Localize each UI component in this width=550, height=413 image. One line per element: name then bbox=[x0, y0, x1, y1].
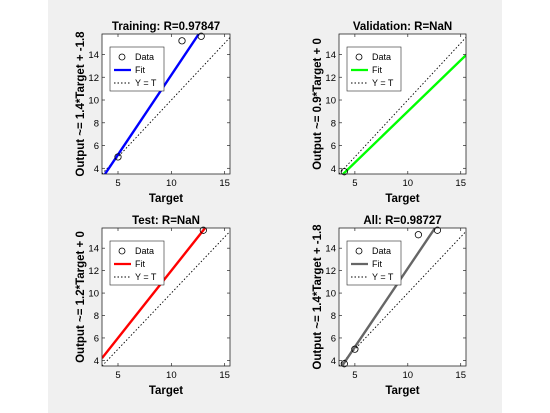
x-axis-label: Target bbox=[149, 193, 183, 205]
x-tick-label: 5 bbox=[115, 370, 120, 381]
y-tick-label: 6 bbox=[331, 141, 336, 152]
fit-line bbox=[102, 228, 207, 359]
y-tick-label: 4 bbox=[331, 164, 336, 175]
y-tick-label: 8 bbox=[94, 118, 99, 129]
x-tick-label: 10 bbox=[403, 178, 414, 189]
panel-title: All: R=0.98727 bbox=[363, 215, 441, 227]
y-tick-label: 4 bbox=[94, 356, 99, 367]
identity-line bbox=[339, 230, 466, 366]
y-axis-label: Output ~= 0.9*Target + 0 bbox=[312, 38, 324, 170]
y-tick-label: 8 bbox=[331, 118, 336, 129]
y-tick-label: 14 bbox=[325, 244, 336, 255]
y-tick-label: 10 bbox=[325, 289, 336, 300]
legend-entry-label: Fit bbox=[135, 259, 145, 269]
y-tick-label: 10 bbox=[325, 96, 336, 107]
y-tick-label: 8 bbox=[331, 311, 336, 322]
y-tick-label: 6 bbox=[94, 141, 99, 152]
y-tick-label: 12 bbox=[325, 266, 336, 277]
x-tick-label: 15 bbox=[219, 370, 230, 381]
x-axis-label: Target bbox=[385, 193, 419, 205]
data-point bbox=[433, 226, 442, 234]
data-point bbox=[199, 226, 207, 234]
y-tick-label: 8 bbox=[94, 311, 99, 322]
x-tick-label: 10 bbox=[166, 370, 177, 381]
legend-entry-label: Data bbox=[135, 246, 154, 256]
y-tick-label: 6 bbox=[94, 333, 99, 344]
identity-line bbox=[102, 230, 230, 366]
axes-box bbox=[338, 227, 467, 367]
identity-line bbox=[102, 36, 230, 174]
legend: Data Fit Y = T bbox=[346, 240, 402, 286]
legend-data-marker bbox=[355, 53, 363, 61]
axes-box bbox=[101, 227, 231, 367]
data-point bbox=[351, 345, 359, 353]
legend-entry-label: Fit bbox=[135, 65, 145, 75]
x-tick-label: 10 bbox=[403, 370, 414, 381]
panel-3: 5 10 15 4 6 8 10 12 14 Test: R=NaN Target Output ~=… bbox=[75, 215, 231, 397]
y-tick-label: 14 bbox=[88, 50, 99, 61]
y-tick-label: 12 bbox=[88, 266, 99, 277]
plot-content bbox=[339, 228, 466, 366]
data-point bbox=[114, 153, 122, 161]
y-tick-label: 14 bbox=[88, 244, 99, 255]
y-axis-label: Output ~= 1.4*Target + -1.8 bbox=[312, 224, 324, 370]
fit-line bbox=[341, 54, 466, 174]
data-point bbox=[414, 231, 422, 239]
x-tick-label: 5 bbox=[115, 178, 120, 189]
x-tick-label: 15 bbox=[455, 370, 466, 381]
axes-box bbox=[338, 33, 467, 175]
legend-entry-label: Y = T bbox=[135, 272, 157, 282]
legend: Data Fit Y = T bbox=[346, 46, 402, 92]
legend-entry-label: Y = T bbox=[372, 272, 394, 282]
legend-entry-label: Fit bbox=[372, 65, 382, 75]
y-tick-label: 10 bbox=[88, 96, 99, 107]
x-tick-label: 15 bbox=[455, 178, 466, 189]
panel-1: 5 10 15 4 6 8 10 12 14 Training: R=0.97847 Target O… bbox=[75, 21, 231, 205]
y-tick-label: 10 bbox=[88, 289, 99, 300]
x-axis-label: Target bbox=[149, 385, 183, 397]
legend-data-marker bbox=[118, 247, 126, 255]
y-tick-label: 6 bbox=[331, 333, 336, 344]
axes-box bbox=[101, 33, 231, 175]
x-axis-label: Target bbox=[385, 385, 419, 397]
legend-entry-label: Y = T bbox=[372, 78, 394, 88]
legend: Data Fit Y = T bbox=[109, 240, 165, 286]
x-tick-label: 10 bbox=[166, 178, 177, 189]
data-point bbox=[340, 168, 348, 176]
y-tick-label: 12 bbox=[88, 73, 99, 84]
panel-title: Training: R=0.97847 bbox=[112, 21, 220, 33]
data-point bbox=[340, 360, 348, 368]
panel-4: 5 10 15 4 6 8 10 12 14 All: R=0.98727 Target Output… bbox=[312, 215, 467, 397]
legend-entry-label: Data bbox=[372, 246, 391, 256]
y-tick-label: 4 bbox=[94, 164, 99, 175]
plot-content bbox=[102, 228, 230, 366]
identity-line bbox=[339, 36, 466, 174]
fit-line bbox=[103, 34, 201, 174]
legend-entry-label: Fit bbox=[372, 259, 382, 269]
legend: Data Fit Y = T bbox=[109, 46, 165, 92]
legend-entry-label: Data bbox=[372, 52, 391, 62]
panel-title: Test: R=NaN bbox=[132, 215, 200, 227]
data-point bbox=[197, 32, 205, 40]
fit-line bbox=[340, 228, 437, 366]
y-tick-label: 12 bbox=[325, 73, 336, 84]
panel-title: Validation: R=NaN bbox=[353, 21, 452, 33]
x-tick-label: 5 bbox=[352, 370, 357, 381]
y-axis-label: Output ~= 1.4*Target + -1.8 bbox=[75, 31, 87, 177]
legend-data-marker bbox=[355, 247, 363, 255]
legend-entry-label: Data bbox=[135, 52, 154, 62]
plot-content bbox=[102, 34, 230, 174]
y-tick-label: 14 bbox=[325, 50, 336, 61]
legend-entry-label: Y = T bbox=[135, 78, 157, 88]
panel-2: 5 10 15 4 6 8 10 12 14 Validation: R=NaN Target Out… bbox=[312, 21, 467, 205]
x-tick-label: 5 bbox=[352, 178, 357, 189]
y-axis-label: Output ~= 1.2*Target + 0 bbox=[75, 231, 87, 363]
data-point bbox=[178, 37, 186, 45]
y-tick-label: 4 bbox=[331, 356, 336, 367]
plot-content bbox=[339, 36, 466, 174]
x-tick-label: 15 bbox=[219, 178, 230, 189]
legend-data-marker bbox=[118, 53, 126, 61]
